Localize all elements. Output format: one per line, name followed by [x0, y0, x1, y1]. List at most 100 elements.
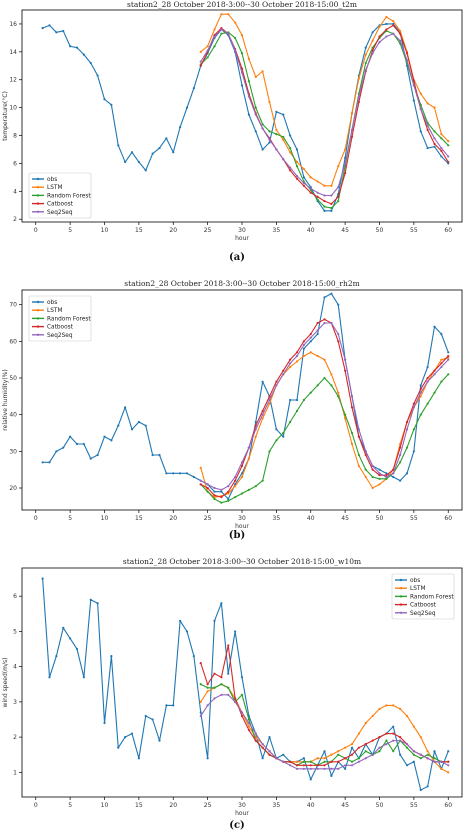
legend-marker: [36, 186, 40, 189]
data-point: [165, 472, 168, 475]
data-point: [275, 439, 278, 442]
data-point: [350, 406, 354, 409]
y-tick-label: 30: [9, 448, 17, 455]
data-point: [295, 398, 299, 402]
x-tick-label: 55: [410, 802, 418, 809]
data-point: [330, 292, 333, 295]
data-point: [323, 296, 326, 299]
data-point: [282, 158, 285, 161]
y-tick-label: 16: [9, 21, 17, 28]
data-point: [385, 704, 388, 707]
series-line: [200, 28, 449, 197]
data-point: [227, 499, 230, 502]
series-random-forest: [199, 29, 450, 210]
data-point: [385, 35, 388, 38]
data-point: [426, 102, 429, 105]
data-point: [344, 746, 347, 749]
data-point: [302, 340, 305, 343]
legend-label: obs: [47, 177, 57, 183]
data-point: [227, 497, 230, 501]
legend-marker: [36, 300, 40, 304]
data-point: [323, 321, 326, 325]
data-point: [399, 707, 402, 711]
data-point: [371, 49, 374, 52]
data-point: [433, 760, 436, 763]
data-point: [261, 380, 264, 383]
data-point: [447, 764, 450, 767]
data-point: [426, 753, 429, 756]
data-point: [96, 74, 99, 77]
series-line: [200, 13, 449, 187]
data-point: [309, 187, 312, 190]
series-seq2seq: [199, 28, 450, 197]
data-point: [364, 46, 367, 49]
data-point: [350, 395, 354, 398]
data-point: [371, 486, 374, 490]
data-point: [206, 49, 209, 52]
data-point: [378, 472, 381, 475]
data-point: [337, 199, 340, 203]
data-point: [337, 767, 340, 770]
data-point: [213, 672, 216, 675]
data-point: [357, 760, 360, 763]
data-point: [82, 53, 85, 56]
data-point: [41, 27, 44, 30]
data-point: [364, 475, 367, 479]
y-tick-label: 12: [9, 77, 17, 84]
data-point: [55, 31, 58, 34]
data-point: [289, 362, 292, 365]
data-point: [234, 36, 237, 39]
series-catboost: [199, 318, 450, 499]
x-tick-label: 20: [169, 227, 177, 234]
chart-title: station2_28 October 2018-3:00--30 Octobe…: [127, 0, 357, 9]
data-point: [268, 130, 271, 133]
x-tick-label: 5: [68, 802, 72, 809]
data-point: [323, 318, 326, 321]
data-point: [254, 106, 257, 109]
data-point: [433, 373, 436, 376]
data-point: [447, 354, 450, 358]
chart-title: station2_28 October 2018-3:00--30 Octobe…: [123, 557, 361, 566]
data-point: [234, 475, 237, 479]
data-point: [261, 413, 264, 416]
data-point: [82, 442, 85, 446]
x-tick-label: 60: [444, 802, 452, 809]
data-point: [240, 461, 244, 464]
data-point: [399, 32, 402, 35]
data-point: [137, 160, 140, 164]
x-tick-label: 20: [169, 515, 177, 522]
data-point: [206, 490, 209, 493]
data-point: [206, 45, 209, 48]
data-point: [309, 340, 312, 343]
data-point: [316, 195, 319, 198]
data-point: [316, 180, 319, 183]
y-tick-label: 14: [9, 49, 17, 56]
data-point: [344, 413, 347, 416]
x-tick-label: 55: [410, 515, 418, 522]
data-point: [206, 757, 209, 760]
data-point: [371, 39, 374, 42]
data-point: [199, 700, 202, 703]
data-point: [323, 760, 326, 763]
data-point: [364, 743, 367, 746]
data-point: [337, 332, 340, 336]
data-point: [309, 191, 312, 194]
data-point: [234, 697, 237, 700]
y-tick-label: 3: [13, 699, 17, 706]
data-point: [289, 365, 292, 369]
data-point: [405, 472, 409, 475]
x-tick-label: 5: [68, 227, 72, 234]
data-point: [344, 764, 347, 767]
data-point: [330, 209, 333, 212]
data-point: [247, 80, 250, 83]
data-point: [295, 177, 299, 180]
data-point: [364, 468, 367, 471]
data-point: [227, 490, 230, 493]
legend-marker: [36, 325, 40, 328]
data-point: [206, 56, 209, 59]
data-point: [247, 721, 250, 725]
data-point: [254, 435, 257, 438]
legend-label: Seq2Seq: [47, 210, 73, 216]
legend-label: LSTM: [47, 185, 62, 191]
data-point: [309, 760, 312, 763]
